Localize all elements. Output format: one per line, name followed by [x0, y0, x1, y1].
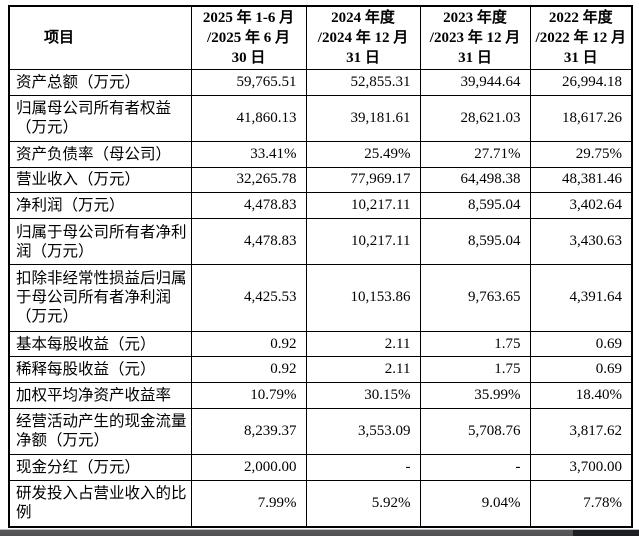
cell-value: 30.15%	[305, 382, 421, 409]
cell-value: 8,239.37	[190, 407, 307, 456]
cell-value: 4,425.53	[190, 264, 307, 332]
header-row: 项目 2025 年 1-6 月/2025 年 6 月 30 日 2024 年度/202…	[8, 5, 633, 70]
cell-value: 28,621.03	[419, 94, 531, 142]
row-label: 营业收入（万元）	[8, 166, 192, 194]
cell-value: 0.69	[529, 330, 633, 358]
cell-value: 4,391.64	[529, 264, 633, 332]
row-label: 归属母公司所有者权益（万元）	[8, 94, 192, 142]
cell-value: 29.75%	[529, 140, 633, 168]
cell-value: 39,181.61	[305, 94, 421, 142]
cell-value: 9.04%	[419, 479, 531, 528]
cell-value: 8,595.04	[419, 192, 531, 220]
row-label: 资产负债率（母公司）	[8, 140, 192, 168]
table-row: 资产总额（万元） 59,765.51 52,855.31 39,944.64 26,99…	[8, 69, 633, 96]
row-label: 资产总额（万元）	[8, 69, 192, 96]
cell-value: 7.78%	[529, 479, 633, 528]
table-row: 扣除非经常性损益后归属于母公司所有者净利润（万元） 4,425.53 10,153.…	[8, 264, 633, 332]
bottom-edge-bar	[0, 529, 639, 536]
cell-value: 7.99%	[190, 479, 307, 528]
cell-value: -	[305, 454, 421, 481]
table-row: 资产负债率（母公司） 33.41% 25.49% 27.71% 29.75%	[8, 140, 633, 168]
cell-value: 25.49%	[305, 140, 421, 168]
cell-value: 64,498.38	[419, 166, 531, 194]
cell-value: 9,763.65	[419, 264, 531, 332]
table-row: 研发投入占营业收入的比例 7.99% 5.92% 9.04% 7.78%	[8, 479, 633, 528]
table-row: 基本每股收益（元） 0.92 2.11 1.75 0.69	[8, 330, 633, 358]
cell-value: 3,817.62	[529, 407, 633, 456]
cell-value: 41,860.13	[190, 94, 307, 142]
cell-value: 3,430.63	[529, 218, 633, 266]
row-label: 稀释每股收益（元）	[8, 356, 192, 384]
cell-value: 33.41%	[190, 140, 307, 168]
cell-value: 10,153.86	[305, 264, 421, 332]
col-header-period: 2022 年度/2022 年 12 月 31 日	[529, 5, 633, 70]
cell-value: -	[419, 454, 531, 481]
table-row: 现金分红（万元） 2,000.00- -3,700.00	[8, 454, 633, 481]
col-header-item: 项目	[8, 5, 192, 70]
row-label: 研发投入占营业收入的比例	[8, 479, 192, 528]
cell-value: 27.71%	[419, 140, 531, 168]
cell-value: 32,265.78	[190, 166, 307, 194]
cell-value: 2.11	[305, 330, 421, 358]
row-label: 经营活动产生的现金流量净额（万元）	[8, 407, 192, 456]
financial-summary-table: 项目 2025 年 1-6 月/2025 年 6 月 30 日 2024 年度/202…	[8, 5, 633, 528]
cell-value: 18.40%	[529, 382, 633, 409]
table-row: 加权平均净资产收益率 10.79% 30.15% 35.99% 18.40%	[8, 382, 633, 409]
cell-value: 48,381.46	[529, 166, 633, 194]
row-label: 基本每股收益（元）	[8, 330, 192, 358]
cell-value: 10,217.11	[305, 218, 421, 266]
cell-value: 2.11	[305, 356, 421, 384]
cell-value: 0.69	[529, 356, 633, 384]
cell-value: 0.92	[190, 356, 307, 384]
row-label: 净利润（万元）	[8, 192, 192, 220]
cell-value: 18,617.26	[529, 94, 633, 142]
cell-value: 1.75	[419, 356, 531, 384]
table-body: 资产总额（万元） 59,765.51 52,855.31 39,944.64 26,99…	[8, 69, 633, 528]
col-header-period: 2025 年 1-6 月/2025 年 6 月 30 日	[190, 5, 307, 70]
cell-value: 0.92	[190, 330, 307, 358]
table-row: 净利润（万元） 4,478.83 10,217.11 8,595.04 3,402.64	[8, 192, 633, 220]
bottom-edge-bar-dark-segment	[573, 530, 639, 536]
row-label: 归属于母公司所有者净利润（万元）	[8, 218, 192, 266]
cell-value: 3,553.09	[305, 407, 421, 456]
table-row: 归属于母公司所有者净利润（万元） 4,478.83 10,217.11 8,595.0…	[8, 218, 633, 266]
row-label: 现金分红（万元）	[8, 454, 192, 481]
cell-value: 5.92%	[305, 479, 421, 528]
cell-value: 77,969.17	[305, 166, 421, 194]
table-header: 项目 2025 年 1-6 月/2025 年 6 月 30 日 2024 年度/202…	[8, 5, 633, 70]
row-label: 扣除非经常性损益后归属于母公司所有者净利润（万元）	[8, 264, 192, 332]
cell-value: 26,994.18	[529, 69, 633, 96]
row-label: 加权平均净资产收益率	[8, 382, 192, 409]
col-header-period: 2024 年度/2024 年 12 月 31 日	[305, 5, 421, 70]
cell-value: 4,478.83	[190, 218, 307, 266]
table-row: 归属母公司所有者权益（万元） 41,860.13 39,181.61 28,621.0…	[8, 94, 633, 142]
cell-value: 2,000.00	[190, 454, 307, 481]
cell-value: 59,765.51	[190, 69, 307, 96]
table-row: 营业收入（万元） 32,265.78 77,969.17 64,498.38 48,38…	[8, 166, 633, 194]
cell-value: 4,478.83	[190, 192, 307, 220]
cell-value: 52,855.31	[305, 69, 421, 96]
cell-value: 35.99%	[419, 382, 531, 409]
cell-value: 10.79%	[190, 382, 307, 409]
cell-value: 3,402.64	[529, 192, 633, 220]
cell-value: 8,595.04	[419, 218, 531, 266]
table-row: 稀释每股收益（元） 0.92 2.11 1.75 0.69	[8, 356, 633, 384]
cell-value: 39,944.64	[419, 69, 531, 96]
table-row: 经营活动产生的现金流量净额（万元） 8,239.37 3,553.09 5,708.7…	[8, 407, 633, 456]
cell-value: 5,708.76	[419, 407, 531, 456]
col-header-period: 2023 年度/2023 年 12 月 31 日	[419, 5, 531, 70]
cell-value: 1.75	[419, 330, 531, 358]
cell-value: 10,217.11	[305, 192, 421, 220]
cell-value: 3,700.00	[529, 454, 633, 481]
